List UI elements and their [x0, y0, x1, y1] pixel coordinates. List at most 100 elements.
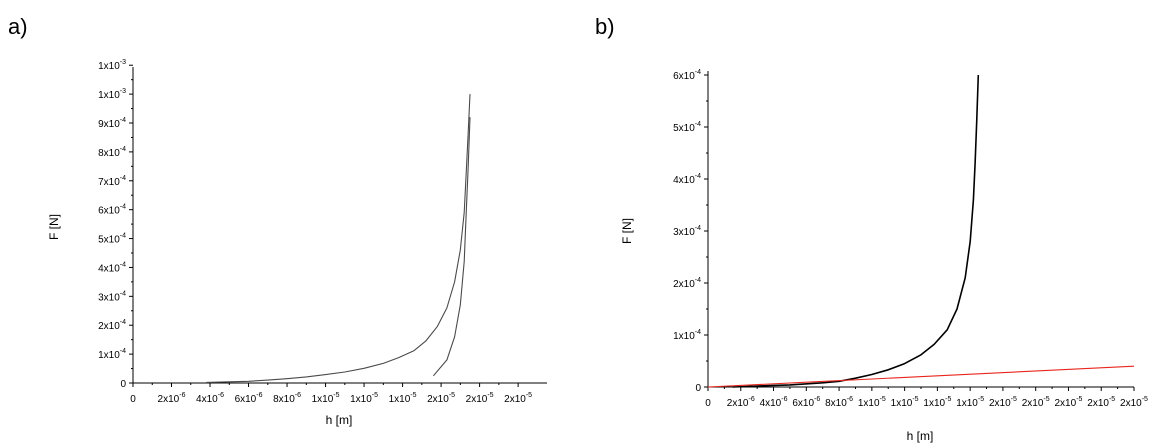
y-tick-exponent: -4: [695, 329, 701, 336]
x-tick-mantissa: 1x10: [891, 398, 913, 409]
x-tick-exponent: -6: [748, 396, 754, 403]
y-tick-mantissa: 3x10: [673, 227, 695, 238]
y-tick-label-a-5: 5x10-4: [98, 233, 126, 246]
x-tick-label-b-1: 2x10-6: [727, 396, 755, 409]
y-tick-exponent: -4: [695, 69, 701, 76]
y-tick-label-b-2: 2x10-4: [673, 277, 701, 290]
y-tick-exponent: -4: [695, 173, 701, 180]
y-tick-label-a-9: 9x10-4: [98, 117, 126, 130]
y-tick-label-a-7: 7x10-4: [98, 175, 126, 188]
y-tick-mantissa: 6x10: [98, 206, 120, 217]
x-tick-exponent: -5: [1011, 396, 1017, 403]
x-tick-label-b-5: 1x10-5: [858, 396, 886, 409]
x-tick-exponent: -5: [1043, 396, 1049, 403]
series-line-a-0: [206, 94, 471, 383]
x-tick-label-b-10: 2x10-5: [1022, 396, 1050, 409]
x-tick-exponent: -5: [410, 392, 416, 399]
y-tick-mantissa: 5x10: [98, 235, 120, 246]
x-tick-label-a-1: 2x10-6: [158, 392, 186, 405]
y-tick-exponent: -4: [120, 348, 126, 355]
x-tick-mantissa: 0: [130, 394, 136, 405]
x-tick-label-a-4: 8x10-6: [273, 392, 301, 405]
y-tick-mantissa: 2x10: [673, 279, 695, 290]
x-tick-mantissa: 1x10: [350, 394, 372, 405]
x-tick-label-b-12: 2x10-5: [1087, 396, 1115, 409]
x-tick-label-a-3: 6x10-6: [235, 392, 263, 405]
y-tick-mantissa: 9x10: [98, 119, 120, 130]
x-tick-mantissa: 2x10: [1120, 398, 1142, 409]
x-tick-label-a-9: 2x10-5: [466, 392, 494, 405]
x-tick-mantissa: 1x10: [312, 394, 334, 405]
x-tick-label-a-8: 2x10-5: [427, 392, 455, 405]
y-tick-label-a-0: 0: [120, 379, 126, 390]
x-tick-label-b-11: 2x10-5: [1055, 396, 1083, 409]
y-tick-mantissa: 1x10: [98, 61, 120, 72]
y-tick-exponent: -4: [695, 121, 701, 128]
x-tick-label-b-9: 2x10-5: [989, 396, 1017, 409]
series-line-b-0: [732, 74, 980, 388]
y-tick-mantissa: 6x10: [673, 71, 695, 82]
y-tick-exponent: -4: [120, 261, 126, 268]
x-tick-exponent: -5: [487, 392, 493, 399]
x-tick-label-b-0: 0: [705, 398, 711, 409]
x-tick-mantissa: 2x10: [1087, 398, 1109, 409]
x-tick-mantissa: 1x10: [389, 394, 411, 405]
x-tick-mantissa: 4x10: [196, 394, 218, 405]
y-axis-label-b: F [N]: [620, 218, 634, 244]
x-tick-exponent: -5: [449, 392, 455, 399]
y-tick-label-a-3: 3x10-4: [98, 290, 126, 303]
y-tick-mantissa: 2x10: [98, 321, 120, 332]
y-tick-label-b-4: 4x10-4: [673, 173, 701, 186]
y-tick-exponent: -4: [695, 277, 701, 284]
x-tick-exponent: -6: [179, 392, 185, 399]
x-tick-mantissa: 2x10: [466, 394, 488, 405]
y-tick-mantissa: 1x10: [98, 90, 120, 101]
x-tick-mantissa: 2x10: [1022, 398, 1044, 409]
x-tick-mantissa: 2x10: [989, 398, 1011, 409]
series-line-b-1: [707, 365, 1135, 388]
x-tick-mantissa: 4x10: [760, 398, 782, 409]
series-line-a-1: [432, 117, 471, 377]
x-tick-mantissa: 2x10: [427, 394, 449, 405]
y-tick-label-a-4: 4x10-4: [98, 261, 126, 274]
y-tick-mantissa: 1x10: [673, 331, 695, 342]
x-tick-label-b-4: 8x10-6: [825, 396, 853, 409]
x-tick-mantissa: 8x10: [273, 394, 295, 405]
x-tick-exponent: -5: [526, 392, 532, 399]
panel-a-label: a): [8, 14, 28, 39]
x-tick-exponent: -5: [1109, 396, 1115, 403]
x-tick-exponent: -5: [333, 392, 339, 399]
y-tick-exponent: -4: [120, 319, 126, 326]
x-tick-label-b-7: 1x10-5: [923, 396, 951, 409]
x-tick-label-a-6: 1x10-5: [350, 392, 378, 405]
y-tick-label-a-8: 8x10-4: [98, 146, 126, 159]
y-tick-exponent: -4: [120, 204, 126, 211]
y-tick-label-b-0: 0: [695, 383, 701, 394]
x-tick-label-a-7: 1x10-5: [389, 392, 417, 405]
x-tick-mantissa: 6x10: [792, 398, 814, 409]
x-tick-exponent: -5: [1076, 396, 1082, 403]
y-tick-mantissa: 8x10: [98, 148, 120, 159]
y-tick-exponent: -4: [120, 290, 126, 297]
y-tick-mantissa: 4x10: [98, 263, 120, 274]
y-tick-label-a-2: 2x10-4: [98, 319, 126, 332]
x-tick-label-a-0: 0: [130, 394, 136, 405]
x-tick-exponent: -5: [372, 392, 378, 399]
y-tick-label-b-6: 6x10-4: [673, 69, 701, 82]
panel-b-label: b): [595, 14, 615, 39]
y-tick-exponent: -4: [120, 117, 126, 124]
x-tick-exponent: -6: [295, 392, 301, 399]
y-tick-mantissa: 4x10: [673, 175, 695, 186]
x-tick-mantissa: 2x10: [158, 394, 180, 405]
x-tick-mantissa: 6x10: [235, 394, 257, 405]
x-tick-exponent: -6: [814, 396, 820, 403]
x-tick-mantissa: 2x10: [1055, 398, 1077, 409]
x-tick-exponent: -6: [781, 396, 787, 403]
y-tick-mantissa: 5x10: [673, 123, 695, 134]
y-axis-label-a: F [N]: [47, 214, 61, 240]
y-tick-label-a-11: 1x10-3: [98, 59, 126, 72]
x-axis-label-b: h [m]: [907, 429, 934, 443]
y-tick-exponent: -3: [120, 88, 126, 95]
y-tick-label-a-1: 1x10-4: [98, 348, 126, 361]
